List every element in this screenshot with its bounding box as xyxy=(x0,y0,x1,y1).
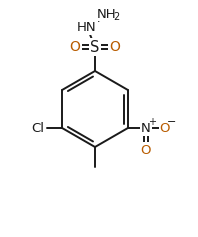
Text: NH: NH xyxy=(97,8,117,20)
Text: O: O xyxy=(69,40,80,54)
Text: 2: 2 xyxy=(113,12,119,22)
Text: N: N xyxy=(141,122,151,135)
Text: O: O xyxy=(141,143,151,156)
Text: O: O xyxy=(160,122,170,135)
Text: +: + xyxy=(148,117,156,127)
Text: −: − xyxy=(167,117,177,127)
Text: S: S xyxy=(90,40,100,55)
Text: Cl: Cl xyxy=(32,122,45,135)
Text: O: O xyxy=(109,40,120,54)
Text: HN: HN xyxy=(77,20,97,33)
